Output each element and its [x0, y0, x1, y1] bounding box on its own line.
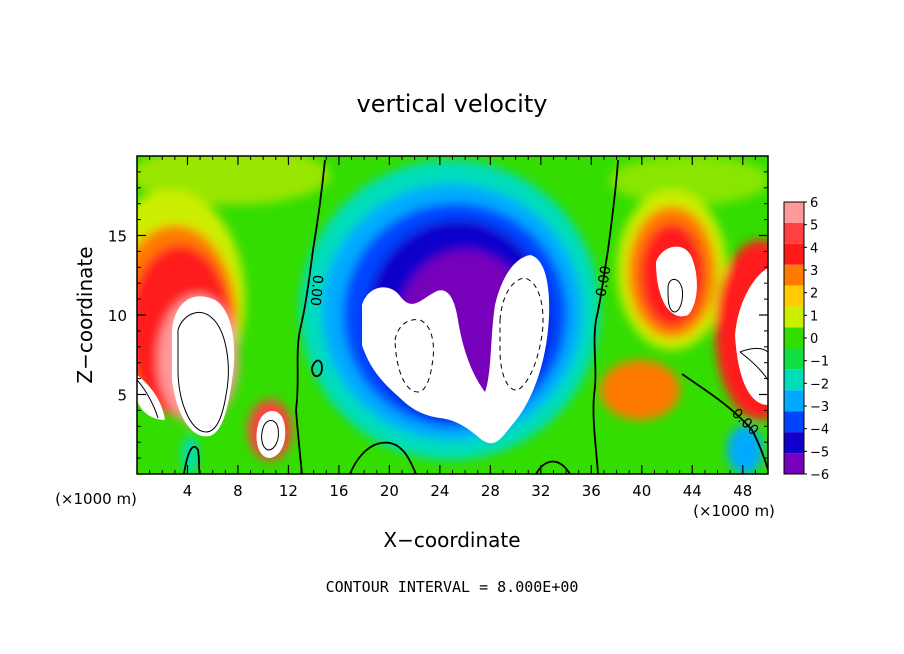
colorbar-swatch	[784, 390, 804, 412]
zero-contour	[295, 159, 326, 474]
blob	[610, 156, 768, 205]
colorbar-label: 4	[810, 241, 818, 256]
y-tick-label: 15	[108, 228, 127, 246]
contour-label: 0.00	[593, 265, 614, 298]
x-tick-label: 20	[380, 482, 399, 500]
colorbar-swatch	[784, 285, 804, 307]
colorbar-label: −5	[810, 445, 829, 460]
positive-contour	[739, 347, 768, 381]
x-tick-label: 40	[632, 482, 651, 500]
negative-contour	[499, 277, 544, 391]
colorbar-label: 2	[810, 287, 818, 302]
colorbar-swatch	[784, 432, 804, 454]
x-tick-label: 32	[531, 482, 550, 500]
zero-contour	[311, 359, 323, 378]
above-range-region	[656, 246, 697, 317]
heatmap-field	[137, 156, 768, 474]
x-unit-left: (×1000 m)	[55, 490, 137, 508]
y-axis-label: Z−coordinate	[73, 246, 97, 383]
positive-contour	[177, 312, 229, 433]
chart-title: vertical velocity	[357, 90, 548, 118]
above-range-region	[137, 375, 165, 420]
above-range-region	[172, 296, 235, 437]
x-axis-label: X−coordinate	[383, 528, 520, 552]
blob	[600, 360, 680, 420]
colorbar-label: −4	[810, 423, 829, 438]
colorbar-swatch	[784, 243, 804, 265]
above-range-region	[735, 268, 768, 405]
negative-contour	[394, 319, 434, 393]
colorbar-swatch	[784, 202, 804, 223]
colorbar-swatch	[784, 369, 804, 391]
x-tick-label: 28	[481, 482, 500, 500]
x-tick-label: 44	[683, 482, 702, 500]
x-tick-label: 36	[582, 482, 601, 500]
colorbar-swatch	[784, 306, 804, 328]
zero-contour	[349, 441, 417, 474]
zero-contour	[535, 460, 571, 474]
colorbar-label: −1	[810, 355, 829, 370]
colorbar-swatch	[784, 453, 804, 474]
below-range-region	[362, 255, 550, 444]
colorbar-swatch	[784, 222, 804, 244]
colorbar-label: −3	[810, 400, 829, 415]
colorbar-swatch	[784, 411, 804, 433]
positive-contour	[137, 379, 159, 419]
colorbar-label: 0	[810, 332, 818, 347]
colorbar-label: −2	[810, 377, 829, 392]
contour-label: 0.00	[307, 274, 326, 306]
zero-contour	[592, 159, 619, 474]
zero-contour	[183, 445, 201, 474]
x-tick-label: 4	[183, 482, 193, 500]
x-tick-label: 8	[233, 482, 243, 500]
positive-contour	[667, 278, 683, 313]
colorbar-swatch	[784, 348, 804, 370]
blob	[727, 425, 763, 474]
colorbar-label: 1	[810, 309, 818, 324]
x-unit-right: (×1000 m)	[693, 502, 775, 520]
colorbar-swatch	[784, 264, 804, 286]
y-tick-label: 5	[117, 387, 127, 405]
contour-interval: CONTOUR INTERVAL = 8.000E+00	[326, 578, 579, 596]
colorbar: 6 5 4 3 2 1 0 −1 −2 −3 −4 −5 −6	[783, 196, 829, 483]
colorbar-label: 5	[810, 219, 818, 234]
colorbar-label: 6	[810, 196, 818, 211]
x-tick-label: 16	[329, 482, 348, 500]
positive-contour	[261, 420, 279, 451]
x-tick-label: 24	[430, 482, 449, 500]
colorbar-label: −6	[810, 468, 829, 483]
colorbar-swatch	[784, 327, 804, 349]
x-tick-label: 48	[733, 482, 752, 500]
x-tick-label: 12	[279, 482, 298, 500]
colorbar-label: 3	[810, 264, 818, 279]
y-tick-label: 10	[108, 307, 127, 325]
